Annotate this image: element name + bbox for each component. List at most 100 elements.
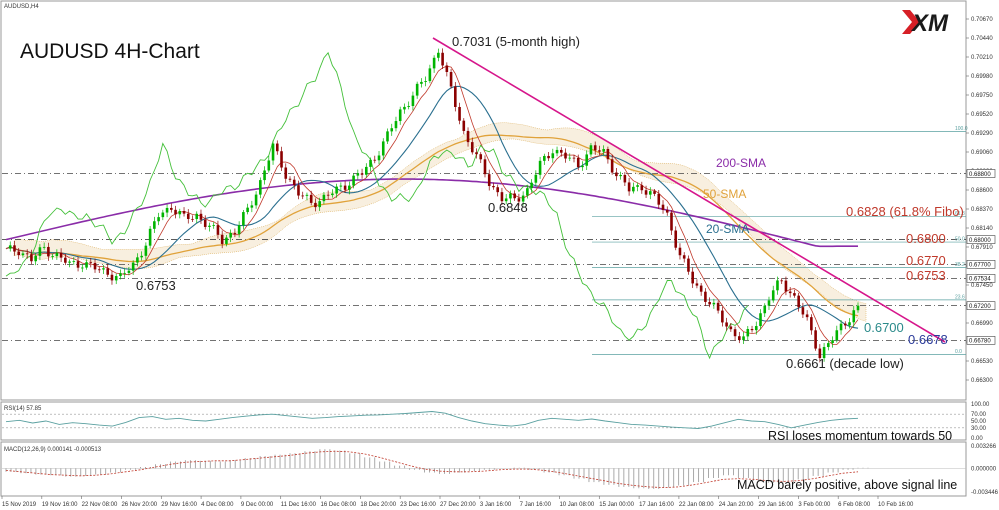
candle-body: [394, 121, 398, 129]
candle-body: [848, 322, 851, 326]
candle-body: [195, 213, 199, 220]
rsi-tick-label: 30.00: [971, 426, 987, 432]
macd-title: MACD(12,26,9) 0.000141 -0.000513: [4, 447, 102, 453]
candle-body: [793, 293, 796, 296]
candle-body: [479, 154, 483, 160]
price-tag-label: 0.67700: [969, 263, 991, 269]
candle-body: [843, 323, 847, 326]
candle-body: [174, 209, 177, 215]
price-tag-box: [966, 235, 996, 244]
candle-body: [153, 221, 156, 229]
candle-body: [68, 261, 71, 263]
time-axis: 15 Nov 2019 19 Nov 16:00 22 Nov 08:00 26 No…: [1, 496, 914, 508]
price-tick-label: 0.70670: [971, 17, 993, 23]
macd-indicator: 0.003266 0.000000 -0.003446: [2, 444, 999, 496]
candle-body: [309, 194, 313, 203]
price-tick-label: 0.68600: [971, 188, 993, 194]
chart-annotation: 0.6678: [908, 332, 948, 347]
candle-body: [559, 149, 563, 153]
candle-body: [674, 230, 678, 248]
candle-body: [271, 143, 275, 161]
candle-body: [267, 160, 271, 171]
candle-body: [437, 52, 440, 58]
candle-body: [784, 280, 788, 292]
candle-body: [492, 186, 495, 188]
fibo-level-label: 61.8: [955, 211, 965, 217]
candle-body: [487, 174, 491, 187]
chart-title: AUDUSD 4H-Chart: [20, 40, 200, 63]
price-tick-label: 0.69290: [971, 131, 993, 137]
candle-body: [716, 302, 720, 311]
price-tick-label: 0.69750: [971, 93, 993, 99]
candle-body: [682, 255, 686, 259]
candle-body: [220, 234, 224, 244]
price-tag-box: [966, 301, 996, 310]
macd-annotation: MACD barely positive, above signal line: [737, 478, 957, 492]
candle-body: [564, 152, 567, 159]
candle-body: [704, 291, 707, 302]
candle-body: [170, 207, 173, 210]
time-tick-label: 17 Jan 16:00: [639, 502, 674, 508]
candle-body: [623, 174, 627, 183]
candle-body: [301, 195, 305, 197]
time-tick-label: 11 Dec 16:00: [281, 502, 317, 508]
candle-body: [102, 268, 105, 270]
candle-body: [555, 149, 559, 154]
candle-body: [85, 262, 88, 268]
time-tick-label: 22 Jan 08:00: [679, 502, 714, 508]
candle-body: [699, 285, 703, 292]
candle-body: [288, 178, 292, 180]
time-tick-label: 4 Dec 08:00: [201, 502, 234, 508]
candle-body: [386, 131, 389, 142]
candle-body: [55, 252, 59, 257]
time-tick-label: 27 Dec 20:00: [440, 502, 476, 508]
candle-body: [729, 326, 733, 330]
candle-body: [606, 149, 610, 160]
candle-body: [259, 180, 262, 195]
candle-body: [593, 145, 597, 151]
time-tick-label: 10 Jan 08:00: [559, 502, 594, 508]
candle-body: [504, 198, 508, 202]
candle-body: [725, 322, 728, 327]
candle-body: [538, 160, 542, 175]
fibonacci-levels: 100.0 61.8 50.0 38.2 23.6 0.0: [592, 126, 968, 355]
candle-body: [496, 187, 500, 193]
candle-body: [763, 305, 767, 314]
candle-body: [581, 165, 584, 168]
candle-body: [475, 152, 478, 155]
candle-body: [119, 273, 122, 277]
candle-body: [441, 52, 444, 66]
time-tick-label: 24 Jan 20:00: [719, 502, 754, 508]
candle-body: [810, 317, 813, 331]
candle-body: [89, 262, 93, 263]
candle-body: [47, 246, 50, 257]
candle-body: [364, 166, 368, 175]
candle-body: [263, 170, 266, 181]
price-tag-box: [966, 336, 996, 345]
fibo-level-label: 23.6: [955, 294, 965, 300]
price-tick-label: 0.70440: [971, 36, 993, 42]
time-tick-label: 23 Dec 16:00: [400, 502, 436, 508]
candle-body: [123, 272, 126, 274]
candle-body: [424, 81, 427, 82]
candle-body: [428, 68, 432, 82]
time-tick-label: 29 Nov 16:00: [161, 502, 197, 508]
macd-panel-frame: [0, 441, 967, 497]
candle-body: [318, 201, 321, 208]
candle-body: [543, 155, 546, 161]
time-tick-label: 29 Jan 16:00: [759, 502, 794, 508]
candle-body: [687, 258, 690, 272]
chart-annotation: 0.6753: [906, 268, 946, 283]
candle-body: [42, 246, 46, 248]
candle-body: [827, 343, 830, 348]
candle-body: [831, 340, 834, 344]
candle-body: [805, 314, 809, 318]
resistance-trendline: [432, 37, 946, 343]
candle-body: [454, 86, 457, 107]
candle-body: [602, 149, 605, 152]
candle-body: [632, 186, 635, 192]
candle-body: [470, 142, 474, 153]
price-tick-label: 0.69520: [971, 112, 993, 118]
moving-averages: [5, 51, 859, 360]
